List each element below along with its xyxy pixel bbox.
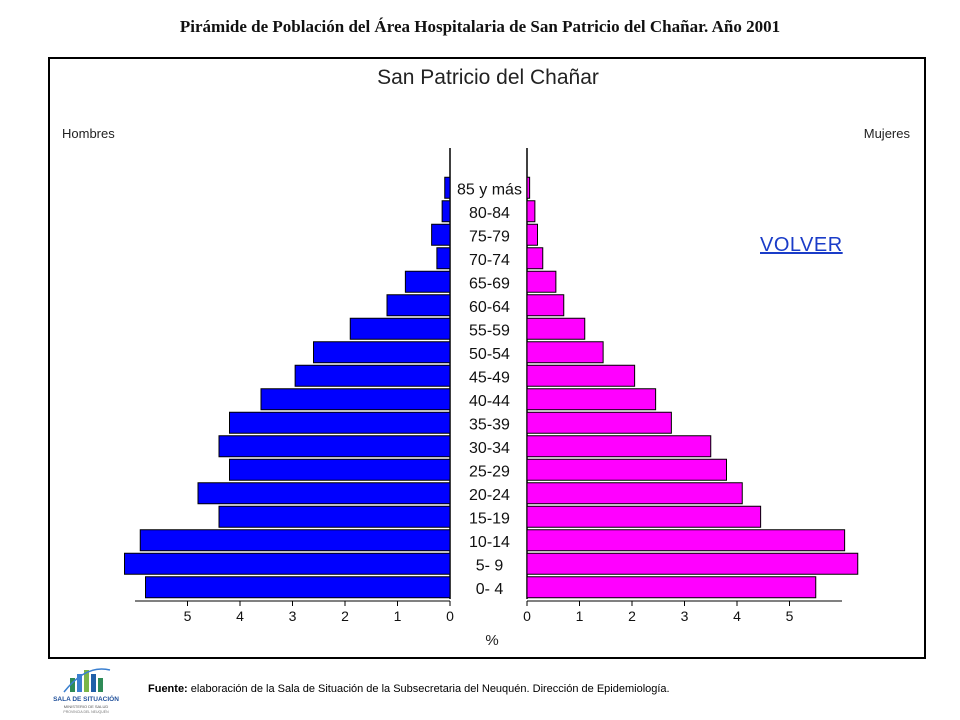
bar-hombres-2 <box>431 223 451 246</box>
logo-sub2: PROVINCIA DEL NEUQUÉN <box>63 709 109 714</box>
mujeres-label: Mujeres <box>864 126 911 141</box>
x-tick-label-8: 2 <box>628 608 636 624</box>
x-tick-label-3: 2 <box>341 608 349 624</box>
bar-mujeres-11 <box>526 435 712 458</box>
footer-source: Fuente: elaboración de la Sala de Situac… <box>148 683 670 695</box>
x-tick-label-9: 3 <box>681 608 689 624</box>
bar-hombres-4 <box>404 270 451 293</box>
x-tick-label-10: 4 <box>733 608 741 624</box>
x-tick-label-1: 4 <box>236 608 244 624</box>
x-tick-label-0: 5 <box>184 608 192 624</box>
x-tick-label-2: 3 <box>289 608 297 624</box>
age-group-label-3: 70-74 <box>469 252 510 269</box>
bar-hombres-3 <box>436 247 451 270</box>
page-title: Pirámide de Población del Área Hospitala… <box>179 17 781 36</box>
bar-mujeres-16 <box>526 552 859 575</box>
age-group-label-7: 50-54 <box>469 346 510 363</box>
bar-hombres-15 <box>139 529 451 552</box>
logo-sub1: MINISTERIO DE SALUD <box>64 704 109 709</box>
volver-link[interactable]: VOLVER <box>760 234 843 256</box>
age-group-label-17: 0- 4 <box>476 581 504 598</box>
bar-hombres-12 <box>229 458 451 481</box>
bar-hombres-10 <box>229 411 451 434</box>
age-group-label-0: 85 y más <box>457 181 522 198</box>
age-group-label-1: 80-84 <box>469 205 510 222</box>
logo-bar-2 <box>77 674 82 692</box>
bar-hombres-9 <box>260 388 451 411</box>
age-group-label-14: 15-19 <box>469 510 510 527</box>
age-group-label-10: 35-39 <box>469 416 510 433</box>
age-group-label-4: 65-69 <box>469 275 510 292</box>
bar-hombres-0 <box>444 176 451 199</box>
bar-hombres-8 <box>294 364 451 387</box>
bar-hombres-17 <box>145 576 451 599</box>
hombres-label: Hombres <box>62 126 115 141</box>
bar-mujeres-9 <box>526 388 657 411</box>
bar-hombres-5 <box>386 294 451 317</box>
bar-hombres-11 <box>218 435 451 458</box>
x-tick-label-7: 1 <box>576 608 584 624</box>
age-group-label-16: 5- 9 <box>476 557 504 574</box>
bar-hombres-16 <box>124 552 451 575</box>
bar-mujeres-7 <box>526 341 604 364</box>
bar-mujeres-10 <box>526 411 672 434</box>
bar-mujeres-1 <box>526 200 536 223</box>
bar-mujeres-13 <box>526 482 743 505</box>
age-group-label-12: 25-29 <box>469 463 510 480</box>
bar-mujeres-8 <box>526 364 636 387</box>
age-group-label-2: 75-79 <box>469 228 510 245</box>
bar-mujeres-15 <box>526 529 846 552</box>
age-group-label-13: 20-24 <box>469 487 510 504</box>
age-group-label-9: 40-44 <box>469 393 510 410</box>
logo-arc <box>63 668 111 693</box>
bar-mujeres-0 <box>526 176 531 199</box>
x-tick-label-4: 1 <box>394 608 402 624</box>
age-group-label-15: 10-14 <box>469 534 510 551</box>
logo-bar-1 <box>70 678 75 692</box>
bar-mujeres-12 <box>526 458 727 481</box>
bar-hombres-1 <box>441 200 451 223</box>
bar-mujeres-17 <box>526 576 817 599</box>
bar-hombres-7 <box>313 341 451 364</box>
bar-mujeres-14 <box>526 505 762 528</box>
bar-mujeres-6 <box>526 317 586 340</box>
bar-mujeres-3 <box>526 247 544 270</box>
bar-mujeres-5 <box>526 294 565 317</box>
x-tick-label-11: 5 <box>786 608 794 624</box>
bar-mujeres-4 <box>526 270 557 293</box>
logo-bar-3 <box>84 670 89 692</box>
sala-de-situacion-logo: SALA DE SITUACIÓN MINISTERIO DE SALUD PR… <box>53 668 119 714</box>
logo-bar-5 <box>98 678 103 692</box>
x-axis-label: % <box>485 632 498 649</box>
x-tick-label-5: 0 <box>446 608 454 624</box>
age-group-label-11: 30-34 <box>469 440 510 457</box>
bar-mujeres-2 <box>526 223 538 246</box>
age-group-label-5: 60-64 <box>469 299 510 316</box>
bar-hombres-13 <box>197 482 451 505</box>
age-group-label-6: 55-59 <box>469 322 510 339</box>
footer-source-text: elaboración de la Sala de Situación de l… <box>187 683 670 695</box>
age-group-label-8: 45-49 <box>469 369 510 386</box>
logo-name: SALA DE SITUACIÓN <box>53 694 119 703</box>
chart-title: San Patricio del Chañar <box>377 66 599 89</box>
bar-hombres-6 <box>349 317 451 340</box>
logo-bar-4 <box>91 674 96 692</box>
bar-hombres-14 <box>218 505 451 528</box>
footer-source-label: Fuente: <box>148 683 188 695</box>
x-tick-label-6: 0 <box>523 608 531 624</box>
